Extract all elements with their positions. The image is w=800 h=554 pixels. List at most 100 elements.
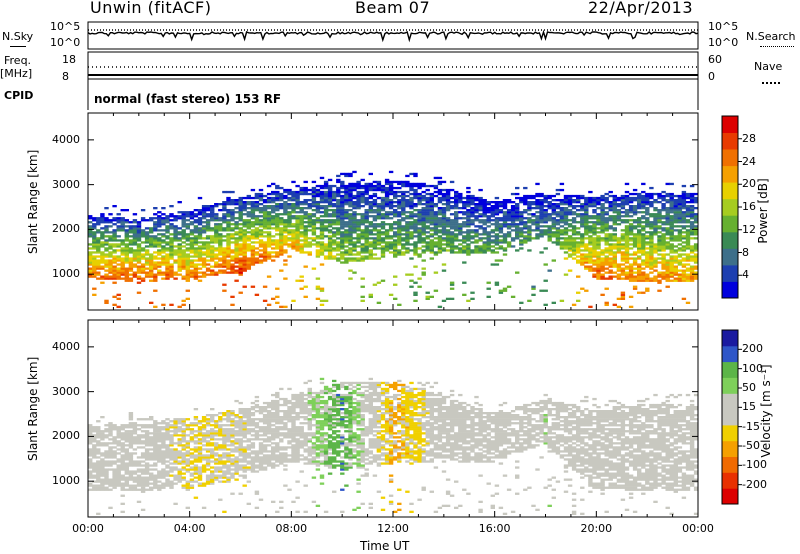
echo-cell [543, 219, 548, 222]
echo-cell [348, 277, 353, 280]
echo-cell [201, 428, 207, 431]
echo-cell [210, 207, 215, 210]
echo-cell [319, 186, 325, 190]
echo-cell [612, 255, 617, 258]
echo-cell [494, 223, 500, 226]
echo-cell [144, 251, 150, 254]
echo-cell [157, 430, 162, 433]
echo-cell [153, 273, 158, 276]
echo-cell [124, 466, 129, 469]
echo-cell [364, 241, 369, 244]
echo-cell [319, 194, 325, 198]
echo-cell [197, 452, 203, 455]
echo-cell [100, 416, 105, 419]
echo-cell [340, 207, 345, 210]
echo-cell [173, 430, 178, 433]
echo-cell [567, 203, 573, 206]
echo-cell [535, 229, 540, 232]
echo-cell [571, 194, 577, 198]
echo-cell [149, 464, 154, 467]
echo-cell [409, 205, 414, 208]
echo-cell [364, 225, 369, 228]
echo-cell [612, 211, 617, 214]
echo-cell [657, 201, 662, 204]
echo-cell [669, 259, 674, 262]
echo-cell [144, 434, 150, 437]
echo-cell [112, 470, 117, 473]
echo-cell [124, 273, 129, 276]
echo-cell [384, 235, 390, 238]
echo-cell [132, 436, 138, 439]
echo-cell [140, 434, 146, 437]
echo-cell [254, 223, 260, 226]
echo-cell [592, 241, 597, 244]
echo-cell [555, 223, 561, 226]
echo-cell [120, 249, 125, 252]
echo-cell [157, 426, 162, 429]
echo-cell [323, 199, 329, 202]
echo-cell [388, 192, 394, 196]
echo-cell [124, 480, 129, 483]
echo-cell [681, 245, 687, 248]
echo-cell [555, 241, 561, 244]
echo-cell [437, 201, 443, 204]
echo-cell [193, 229, 199, 232]
echo-cell [482, 237, 487, 240]
echo-cell [201, 464, 207, 467]
echo-cell [311, 267, 317, 270]
echo-cell [218, 253, 223, 256]
echo-cell [283, 207, 288, 210]
echo-cell [466, 235, 471, 238]
echo-cell [100, 265, 105, 268]
echo-cell [551, 207, 556, 210]
echo-cell [226, 263, 231, 266]
echo-cell [388, 227, 394, 230]
echo-cell [124, 458, 129, 461]
echo-cell [291, 209, 296, 212]
echo-cell [490, 229, 495, 232]
echo-cell [287, 192, 292, 196]
echo-cell [693, 201, 699, 204]
echo-cell [344, 217, 349, 220]
echo-cell [515, 227, 520, 230]
echo-cell [332, 221, 337, 224]
echo-cell [425, 209, 430, 212]
echo-cell [356, 199, 361, 202]
echo-cell [197, 456, 203, 459]
echo-cell [620, 293, 626, 296]
echo-cell [539, 225, 544, 228]
echo-cell [397, 201, 402, 204]
echo-cell [441, 225, 447, 228]
echo-cell [250, 247, 256, 250]
echo-cell [299, 221, 304, 224]
echo-cell [665, 199, 670, 202]
echo-cell [140, 426, 146, 429]
echo-cell [405, 190, 410, 194]
echo-cell [563, 221, 569, 224]
echo-cell [685, 207, 691, 210]
echo-cell [584, 207, 589, 210]
echo-cell [173, 442, 178, 445]
echo-cell [336, 205, 341, 208]
echo-cell [92, 275, 97, 278]
echo-cell [291, 194, 296, 198]
echo-cell [348, 241, 353, 244]
echo-cell [177, 273, 182, 276]
echo-cell [254, 253, 260, 256]
echo-cell [384, 211, 390, 214]
echo-cell [242, 257, 247, 260]
echo-cell [637, 196, 642, 200]
echo-cell [315, 211, 321, 214]
echo-cell [600, 257, 605, 260]
echo-cell [531, 293, 536, 296]
echo-cell [226, 219, 231, 222]
echo-cell [437, 229, 443, 232]
echo-cell [657, 194, 662, 198]
echo-cell [543, 233, 548, 236]
echo-cell [254, 241, 260, 244]
echo-cell [441, 213, 447, 216]
echo-cell [592, 275, 597, 278]
echo-cell [596, 223, 601, 226]
echo-cell [230, 190, 235, 194]
echo-cell [181, 460, 186, 463]
